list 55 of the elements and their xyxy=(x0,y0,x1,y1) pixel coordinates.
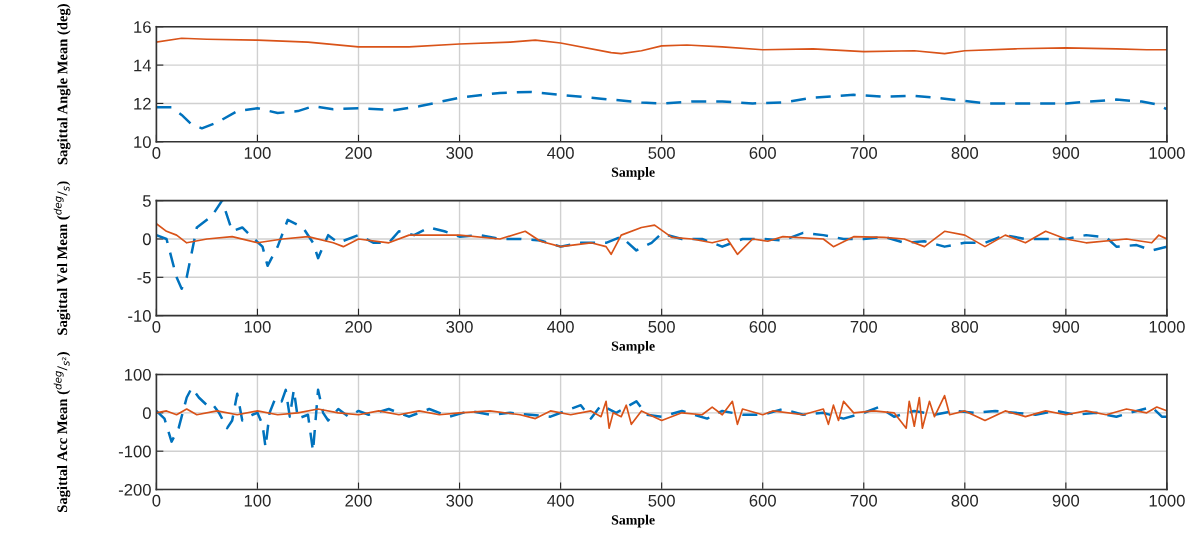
x-tick-label: 200 xyxy=(345,147,372,159)
x-tick-label: 0 xyxy=(152,494,161,507)
line-series xyxy=(156,394,1167,430)
x-tick-label: 700 xyxy=(850,147,878,159)
y-tick-label: 10 xyxy=(134,136,151,148)
x-tick-label: 800 xyxy=(951,320,979,333)
x-tick-label: 700 xyxy=(850,494,878,507)
y-tick-label: 12 xyxy=(134,97,151,110)
x-tick-label: 600 xyxy=(749,147,776,159)
x-tick-label: 300 xyxy=(446,147,473,159)
x-tick-label: 400 xyxy=(547,320,574,333)
x-tick-label: 800 xyxy=(951,494,979,507)
x-tick-label: 400 xyxy=(547,147,574,159)
x-axis-title: Sample xyxy=(611,514,655,528)
x-tick-label: 700 xyxy=(850,320,878,333)
x-tick-label: 100 xyxy=(244,147,271,159)
y-axis-title: Sagittal Vel Mean ($^{deg}$/$_{s}$) xyxy=(53,181,71,335)
y-axis-title: Sagittal Acc Mean ($^{deg}$/$_{s²}$) xyxy=(53,352,71,512)
x-tick-label: 900 xyxy=(1052,494,1080,507)
x-axis-title: Sample xyxy=(611,340,655,354)
y-tick-label: 14 xyxy=(134,59,152,72)
x-tick-label: 1000 xyxy=(1149,494,1185,507)
x-tick-label: 600 xyxy=(749,494,776,507)
line-series xyxy=(156,90,1167,130)
y-tick-label: -10 xyxy=(128,310,151,322)
y-tick-label: 5 xyxy=(142,195,151,207)
y-tick-label: 16 xyxy=(134,21,151,33)
line-series xyxy=(156,222,1167,256)
x-tick-label: 0 xyxy=(152,147,161,159)
x-tick-label: 200 xyxy=(345,320,372,333)
y-tick-label: 0 xyxy=(142,407,151,420)
x-tick-label: 500 xyxy=(648,320,675,333)
y-tick-label: 100 xyxy=(125,368,151,381)
y-tick-label: -5 xyxy=(137,271,151,284)
y-axis-title: Sagittal Angle Mean (deg) xyxy=(57,4,71,165)
line-series xyxy=(156,37,1167,55)
x-tick-label: 1000 xyxy=(1149,320,1185,333)
x-tick-label: 600 xyxy=(749,320,776,333)
x-tick-label: 1000 xyxy=(1149,147,1185,159)
x-tick-label: 100 xyxy=(244,320,271,333)
x-tick-label: 800 xyxy=(951,147,979,159)
x-tick-label: 300 xyxy=(446,320,473,333)
y-tick-label: -100 xyxy=(118,445,151,458)
x-tick-label: 400 xyxy=(547,494,574,507)
x-tick-label: 900 xyxy=(1052,320,1080,333)
x-axis-title: Sample xyxy=(611,167,655,180)
x-tick-label: 100 xyxy=(244,494,271,507)
x-tick-label: 200 xyxy=(345,494,372,507)
x-tick-label: 900 xyxy=(1052,147,1080,159)
y-tick-label: 0 xyxy=(142,233,151,246)
x-tick-label: 300 xyxy=(446,494,473,507)
y-tick-label: -200 xyxy=(118,483,151,496)
x-tick-label: 500 xyxy=(648,494,675,507)
x-tick-label: 500 xyxy=(648,147,675,159)
x-tick-label: 0 xyxy=(152,320,161,333)
